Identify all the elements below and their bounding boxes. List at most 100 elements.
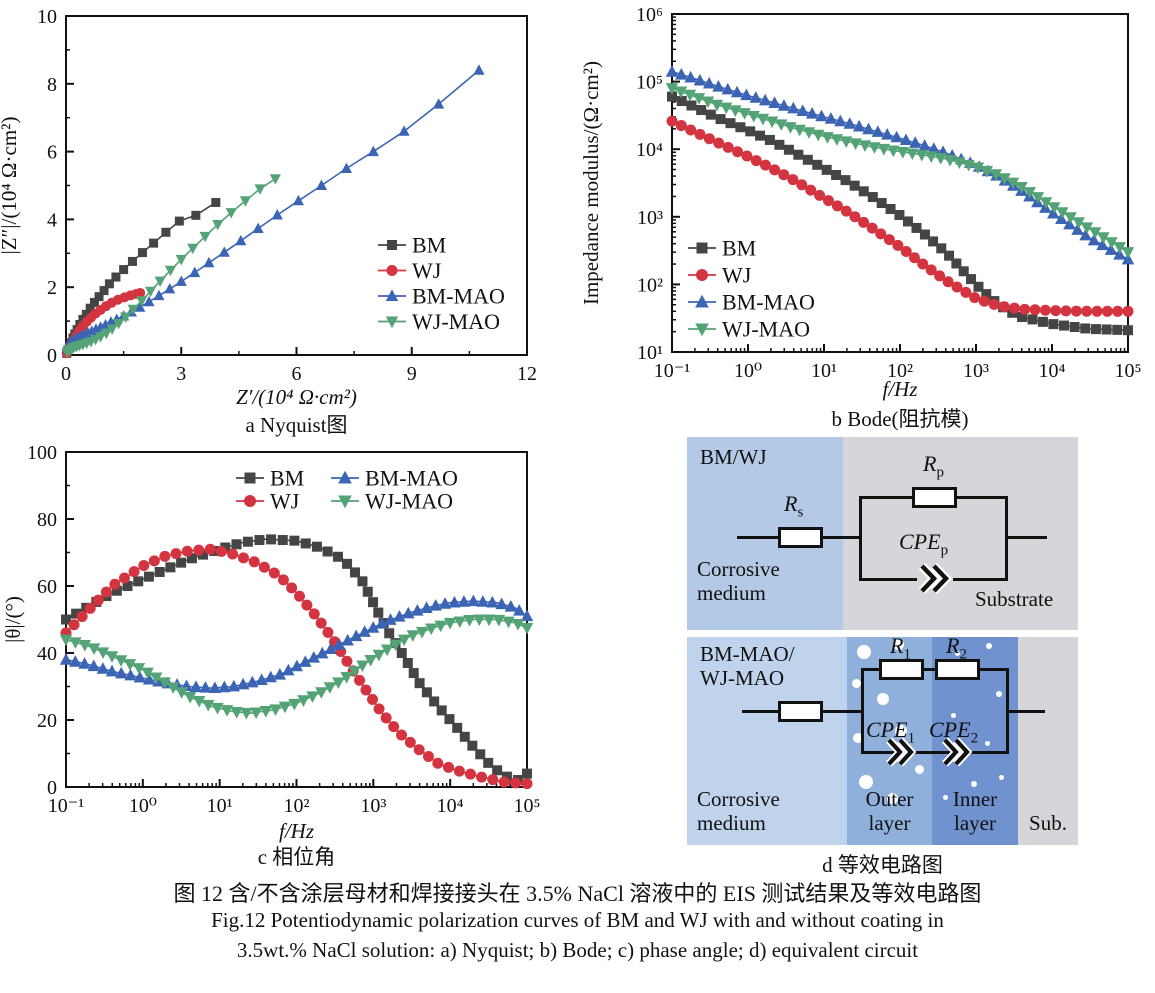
series-wj-mao bbox=[59, 614, 534, 720]
r1-label: R1 bbox=[890, 637, 911, 663]
legend-label-bm-mao: BM-MAO bbox=[412, 284, 505, 309]
series-bm-mao bbox=[665, 65, 1135, 265]
substrate-region bbox=[1018, 637, 1078, 845]
x-tick-label: 10⁻¹ bbox=[654, 360, 691, 382]
x-axis-label: f/Hz bbox=[279, 819, 314, 843]
nyquist-chart: 0 3 6 9 12 0 2 4 6 8 10 Z′/(10⁴ Ω·cm²) |Z″|/(10⁴ Ω·c… bbox=[0, 6, 537, 437]
pore-dot bbox=[915, 765, 924, 774]
wire bbox=[1005, 536, 1047, 539]
x-tick-label: 9 bbox=[407, 363, 417, 385]
series-wj-mao bbox=[61, 174, 281, 359]
cpe-symbol bbox=[917, 563, 953, 594]
x-axis-label: f/Hz bbox=[882, 377, 917, 401]
pore-dot bbox=[853, 733, 863, 743]
pore-dot bbox=[857, 645, 871, 659]
outer-layer-label: Outer layer bbox=[865, 787, 914, 835]
x-tick-label: 10¹ bbox=[207, 795, 233, 817]
x-tick-label: 10⁴ bbox=[1039, 360, 1066, 382]
subcaption: c 相位角 bbox=[258, 845, 336, 869]
legend-label-wj-mao: WJ-MAO bbox=[722, 317, 810, 342]
x-axis-label: Z′/(10⁴ Ω·cm²) bbox=[236, 385, 357, 409]
phase-angle-chart: 10⁻¹ 10⁰ 10¹ 10² 10³ 10⁴ 10⁵ 0 20 40 60 80 100 f/Hz |θ… bbox=[1, 442, 541, 869]
y-tick-label: 80 bbox=[37, 509, 57, 531]
figure-caption-english-2: 3.5wt.% NaCl solution: a) Nyquist; b) Bo… bbox=[236, 938, 919, 962]
figure-caption-chinese: 图 12 含/不含涂层母材和焊接接头在 3.5% NaCl 溶液中的 EIS 测… bbox=[173, 881, 982, 906]
y-tick-label: 10⁶ bbox=[636, 4, 663, 26]
y-tick-label: 20 bbox=[37, 710, 57, 732]
series-bm bbox=[61, 534, 532, 786]
y-tick-label: 40 bbox=[37, 643, 57, 665]
legend-label-bm-mao: BM-MAO bbox=[722, 290, 815, 315]
pore-dot bbox=[887, 793, 898, 804]
legend-label-wj-mao: WJ-MAO bbox=[412, 309, 500, 334]
x-tick-label: 10³ bbox=[963, 360, 989, 382]
inner-layer-label: Inner layer bbox=[952, 787, 998, 835]
figure-caption-english-1: Fig.12 Potentiodynamic polarization curv… bbox=[211, 908, 944, 932]
x-tick-label: 10⁰ bbox=[129, 795, 157, 817]
wire bbox=[859, 496, 862, 581]
circuit-title: BM-MAO/ WJ-MAO bbox=[700, 642, 795, 690]
pore-dot bbox=[895, 725, 907, 737]
x-tick-label: 10¹ bbox=[811, 360, 837, 382]
series-bm-mao bbox=[59, 594, 534, 693]
cpe2-label: CPE2 bbox=[929, 717, 979, 747]
legend-label-wj: WJ bbox=[270, 489, 300, 514]
resistor-rs bbox=[778, 701, 823, 722]
x-tick-label: 10³ bbox=[360, 795, 386, 817]
bode-modulus-chart: 10⁻¹ 10⁰ 10¹ 10² 10³ 10⁴ 10⁵ 10¹ 10² 10³ 10⁴ 10⁵ 10⁶… bbox=[580, 4, 1141, 431]
pore-dot bbox=[859, 775, 873, 789]
pore-dot bbox=[943, 795, 948, 800]
cpe1-label: CPE1 bbox=[866, 717, 916, 747]
cpe-symbol bbox=[886, 738, 917, 766]
circuit-bm-mao-wj-mao: BM-MAO/ WJ-MAO Corrosive medium Outer la… bbox=[687, 637, 1078, 845]
x-tick-label: 10² bbox=[887, 360, 913, 382]
substrate-region bbox=[843, 437, 1078, 630]
y-tick-label: 4 bbox=[47, 209, 57, 231]
pore-dot bbox=[986, 643, 992, 649]
y-tick-label: 0 bbox=[47, 345, 57, 367]
y-tick-label: 10² bbox=[637, 274, 663, 296]
pore-dot bbox=[852, 679, 861, 688]
legend-label-bm: BM bbox=[270, 466, 304, 491]
y-tick-label: 10⁴ bbox=[636, 139, 663, 161]
pore-dot bbox=[996, 691, 1002, 697]
x-tick-label: 10² bbox=[284, 795, 310, 817]
r2-label: R2 bbox=[946, 637, 967, 663]
subcaption: a Nyquist图 bbox=[245, 413, 347, 437]
y-axis-label: |θ|/(°) bbox=[1, 596, 25, 643]
x-tick-label: 0 bbox=[61, 363, 71, 385]
axes: 0 3 6 9 12 0 2 4 6 8 10 bbox=[37, 6, 537, 385]
resistor-r2 bbox=[935, 659, 980, 680]
subcaption: b Bode(阻抗模) bbox=[831, 407, 968, 431]
y-axis-label: |Z″|/(10⁴ Ω·cm²) bbox=[0, 117, 21, 255]
substrate-label: Substrate bbox=[975, 587, 1054, 611]
subcaption-d: d 等效电路图 bbox=[822, 853, 943, 877]
pore-dot bbox=[951, 713, 956, 718]
pore-dot bbox=[877, 693, 889, 705]
resistor-rs bbox=[778, 527, 823, 548]
x-tick-label: 10⁵ bbox=[514, 795, 541, 817]
y-tick-label: 2 bbox=[47, 277, 57, 299]
rp-label: Rp bbox=[923, 451, 944, 481]
pore-dot bbox=[893, 639, 904, 650]
legend-label-bm-mao: BM-MAO bbox=[365, 466, 458, 491]
x-tick-label: 3 bbox=[176, 363, 186, 385]
sub-label: Sub. bbox=[1029, 811, 1067, 835]
y-tick-label: 6 bbox=[47, 142, 57, 164]
wire bbox=[1006, 710, 1045, 713]
pore-dot bbox=[971, 781, 977, 787]
x-tick-label: 6 bbox=[292, 363, 302, 385]
resistor-r1 bbox=[879, 659, 924, 680]
rs-label: Rs bbox=[784, 491, 804, 521]
y-tick-label: 60 bbox=[37, 576, 57, 598]
y-tick-label: 10³ bbox=[637, 207, 663, 229]
x-tick-label: 10⁻¹ bbox=[48, 795, 85, 817]
cpe-symbol bbox=[942, 738, 973, 766]
resistor-rp bbox=[912, 487, 957, 508]
pore-dot bbox=[955, 651, 960, 656]
y-tick-label: 0 bbox=[47, 777, 57, 799]
cpe-p-label: CPEp bbox=[899, 529, 949, 559]
